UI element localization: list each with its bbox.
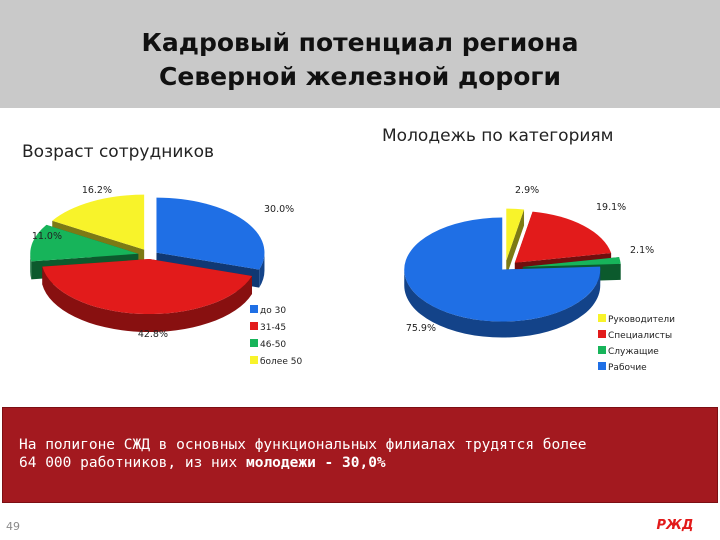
banner-line-2: 64 000 работников, из них молодежи - 30,… [19, 454, 719, 472]
legend-swatch-служащие [598, 346, 606, 354]
data-label-до-30: 30.0% [264, 204, 294, 215]
banner-line-2-text: 64 000 работников, из них [19, 455, 246, 471]
info-banner: На полигоне СЖД в основных функциональны… [2, 407, 718, 503]
data-label-рабочие: 75.9% [406, 323, 436, 334]
legend-swatch-31-45 [250, 322, 258, 330]
legend-label-31-45: 31-45 [260, 323, 286, 333]
slice-до-30 [156, 197, 265, 270]
title-line-1: Кадровый потенциал региона [141, 28, 579, 57]
data-label-31-45: 42.8% [138, 329, 168, 340]
slice-более-50 [52, 194, 145, 250]
slice-специалисты [514, 211, 612, 263]
slice-руководители-side [506, 209, 525, 277]
legend-swatch-руководители [598, 314, 606, 322]
chart-title-age: Возраст сотрудников [22, 142, 215, 162]
legend-swatch-до-30 [250, 305, 258, 313]
logo-text: РЖД [656, 518, 693, 532]
legend-swatch-46-50 [250, 339, 258, 347]
banner-highlight: молодежи - 30,0% [245, 455, 386, 471]
legend-label-служащие: Служащие [608, 347, 659, 357]
legend-1: до 30 31-45 46-50 более 50 [250, 305, 302, 367]
slice-руководители [506, 208, 525, 261]
pie-chart-2: 2.9% 19.1% 2.1% 75.9% Руководители Специалист… [404, 185, 675, 373]
legend-label-до-30: до 30 [260, 306, 286, 316]
data-label-служащие: 2.1% [630, 245, 654, 256]
title-line-2: Северной железной дороги [159, 62, 561, 91]
slice-46-50 [30, 224, 139, 262]
data-label-специалисты: 19.1% [596, 202, 626, 213]
header-bar [0, 0, 720, 108]
slice-31-45 [42, 259, 253, 315]
slice-служащие [522, 257, 621, 267]
pie-chart-1: 30.0% 42.8% 11.0% 16.2% до 30 31-45 46-50 более… [30, 185, 302, 367]
banner-line-1: На полигоне СЖД в основных функциональны… [19, 437, 587, 453]
rzd-logo: РЖД [656, 518, 693, 532]
legend-label-специалисты: Специалисты [608, 331, 672, 341]
data-label-46-50: 11.0% [32, 231, 62, 242]
data-label-руководители: 2.9% [515, 185, 539, 196]
legend-2: Руководители Специалисты Служащие Рабочие [598, 314, 675, 373]
legend-label-рабочие: Рабочие [608, 363, 647, 373]
pie-charts: 30.0% 42.8% 11.0% 16.2% до 30 31-45 46-50 более… [30, 185, 675, 373]
banner-text: На полигоне СЖД в основных функциональны… [19, 436, 719, 472]
legend-label-руководители: Руководители [608, 315, 675, 325]
page-title: Кадровый потенциал региона Северной желе… [0, 26, 720, 94]
page-number: 49 [6, 520, 20, 533]
legend-swatch-более-50 [250, 356, 258, 364]
legend-swatch-рабочие [598, 362, 606, 370]
legend-swatch-специалисты [598, 330, 606, 338]
data-label-более-50: 16.2% [82, 185, 112, 196]
legend-label-46-50: 46-50 [260, 340, 286, 350]
chart-title-youth: Молодежь по категориям [382, 126, 614, 146]
legend-label-более-50: более 50 [260, 357, 302, 367]
slice-рабочие [404, 217, 601, 322]
